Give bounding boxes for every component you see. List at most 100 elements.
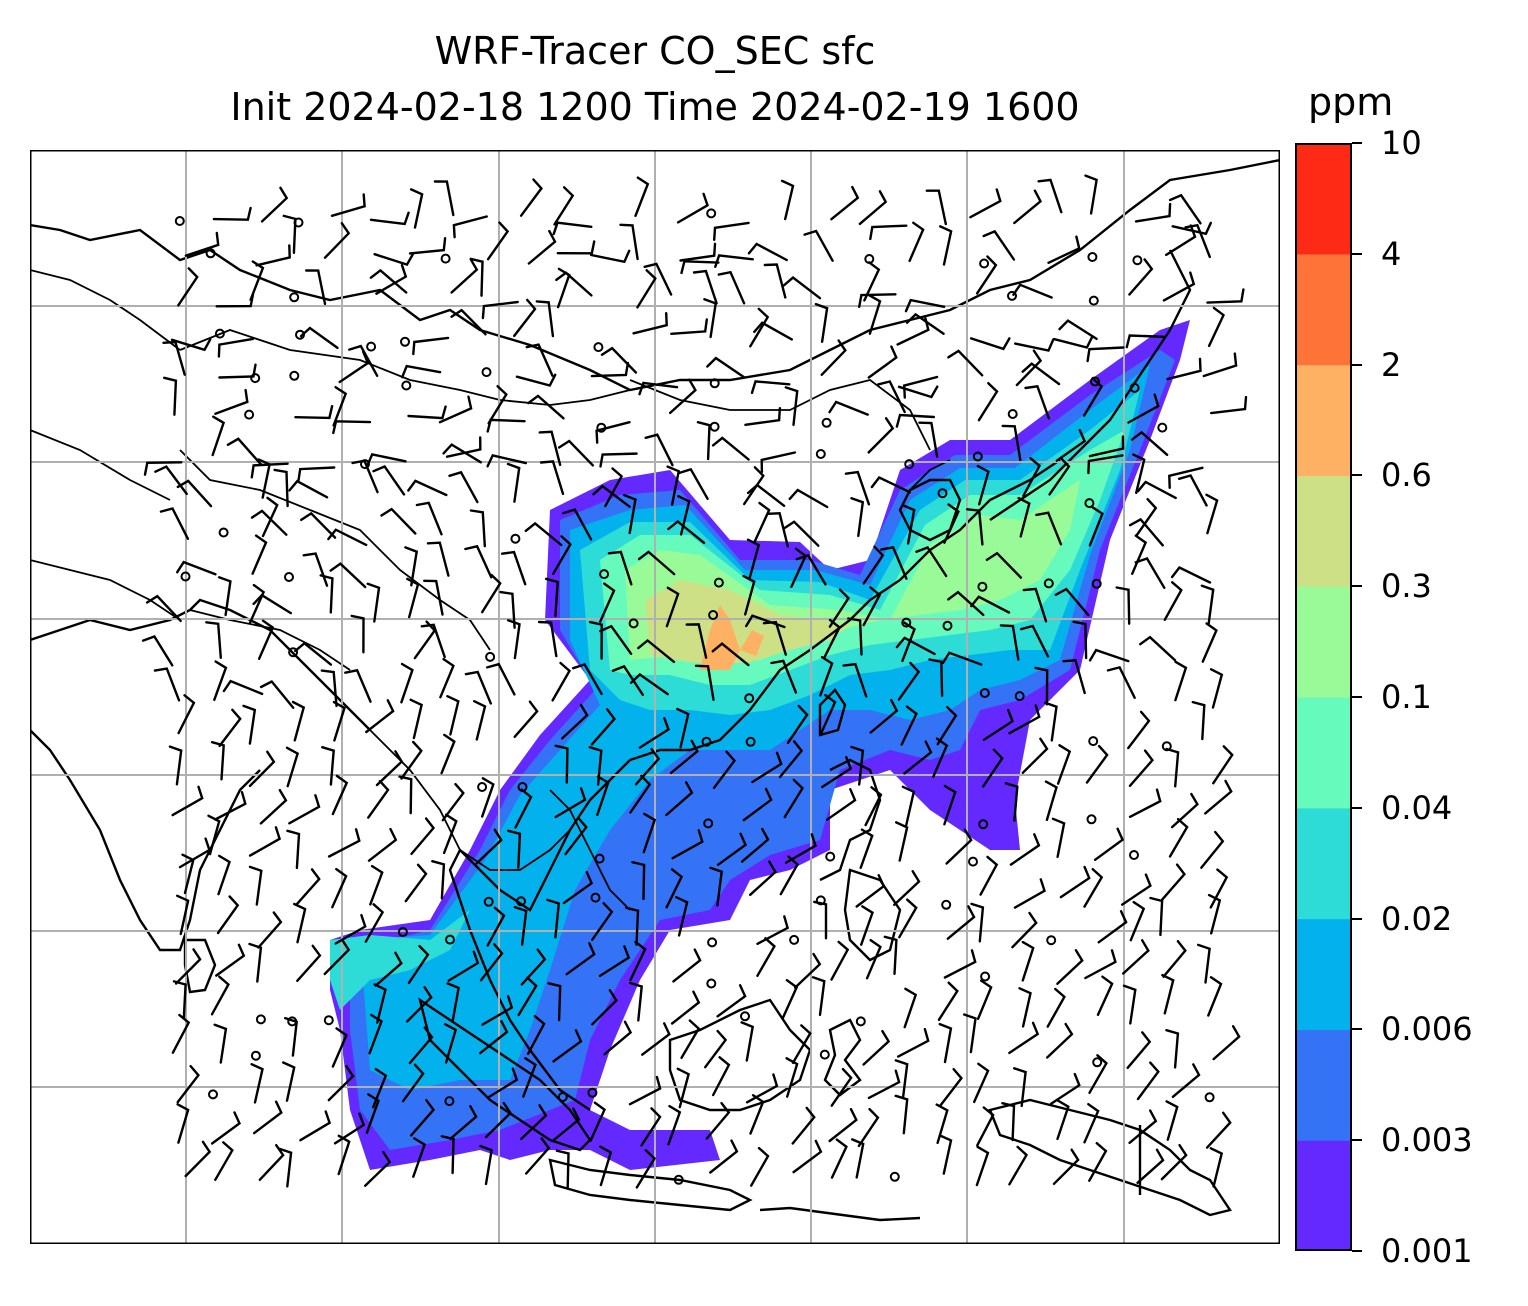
wind-barb (327, 528, 368, 547)
wind-barb (680, 260, 720, 275)
wind-barb (552, 535, 572, 575)
wind-barb (1162, 940, 1187, 978)
wind-barb (446, 982, 460, 1023)
wind-barb (1168, 466, 1204, 489)
wind-barb (1162, 271, 1196, 302)
wind-barb (1017, 496, 1031, 538)
wind-barb (1013, 189, 1043, 225)
wind-barb (369, 268, 408, 294)
wind-barb (749, 307, 770, 348)
wind-barb (163, 376, 178, 416)
colorbar-segment (1295, 1140, 1352, 1252)
wind-barb (552, 1029, 583, 1063)
wind-barb (1022, 456, 1042, 497)
wind-barb (599, 1145, 613, 1187)
wind-barb (406, 986, 433, 1023)
wind-barb (905, 312, 945, 335)
border-central-asia (30, 429, 171, 501)
colorbar-tick-label: 10 (1381, 124, 1422, 162)
wind-barb (672, 948, 702, 983)
wind-barb (242, 704, 257, 745)
wind-barb (625, 906, 640, 946)
calm-marker (481, 367, 492, 378)
calm-marker (208, 1089, 218, 1100)
wind-barb (177, 267, 199, 307)
wind-barb (486, 454, 527, 468)
calm-marker (255, 1014, 266, 1025)
wind-barb (894, 1059, 909, 1100)
wind-barb (638, 381, 679, 396)
wind-barb (590, 708, 616, 746)
wind-barb (862, 586, 882, 627)
border-kazakh (30, 269, 181, 351)
wind-barb (825, 788, 857, 821)
wind-barb (685, 623, 708, 659)
wind-barb (181, 853, 195, 895)
wind-barb (507, 829, 522, 869)
wind-barb (976, 979, 993, 1020)
wind-barb (450, 308, 487, 336)
wind-barb (669, 378, 697, 415)
wind-barb (830, 1138, 848, 1179)
wind-barb (1035, 511, 1063, 546)
wind-barb (1207, 893, 1222, 935)
wind-barb (778, 740, 804, 779)
wind-barb (749, 860, 777, 896)
calm-marker (594, 853, 605, 864)
wind-barb (407, 944, 430, 985)
wind-barb (278, 1147, 293, 1188)
border-myanmar (369, 729, 461, 851)
wind-barb (433, 180, 455, 217)
wind-barb (252, 593, 292, 615)
wind-barb (1135, 498, 1158, 537)
calm-marker (1014, 691, 1025, 702)
colorbar-tick-label: 2 (1381, 345, 1402, 384)
wind-barb (520, 1104, 548, 1141)
wind-barb (901, 621, 916, 663)
wind-barb (442, 443, 482, 464)
calm-marker (904, 459, 915, 470)
wind-barb (675, 896, 689, 937)
calm-marker (485, 651, 496, 662)
wind-barb (591, 902, 614, 941)
wind-barb (588, 620, 603, 660)
colorbar-segment (1295, 253, 1352, 366)
wind-barb (506, 462, 521, 503)
wind-barb (1037, 178, 1063, 214)
sulawesi (823, 1018, 862, 1097)
wind-barb (975, 1145, 990, 1187)
colorbar-tick-label: 0.3 (1381, 567, 1432, 606)
calm-marker (1092, 1057, 1103, 1068)
calm-marker (864, 254, 875, 264)
wind-barb (868, 294, 882, 335)
wind-barb (1160, 1143, 1188, 1181)
wind-barb (865, 938, 882, 980)
calm-marker (707, 937, 718, 948)
calm-marker (825, 851, 836, 862)
coastline-asia-north (30, 158, 1280, 392)
wind-barb (260, 186, 289, 223)
wind-barb (1122, 939, 1150, 975)
wind-barb (439, 657, 455, 699)
wind-barb (1056, 744, 1072, 785)
wind-barb (820, 339, 847, 376)
wind-barb (1082, 377, 1104, 417)
wind-barb (248, 942, 263, 983)
wind-barb (526, 1015, 546, 1055)
wind-barb (632, 312, 668, 335)
wind-barb (1072, 620, 1088, 660)
wind-barb (782, 276, 822, 300)
wind-barb (218, 708, 242, 748)
wind-barb (590, 361, 630, 378)
colorbar-tick-label: 0.003 (1381, 1121, 1473, 1160)
wind-barb (447, 950, 480, 982)
calm-marker (709, 378, 720, 389)
calm-marker (789, 934, 800, 945)
border-mongolia (179, 329, 631, 406)
wind-barb (635, 1149, 657, 1189)
calm-marker (284, 572, 294, 582)
wind-barb (1096, 975, 1114, 1016)
wind-barb (320, 669, 338, 708)
wind-barb (903, 740, 933, 775)
wind-barb (170, 338, 212, 352)
